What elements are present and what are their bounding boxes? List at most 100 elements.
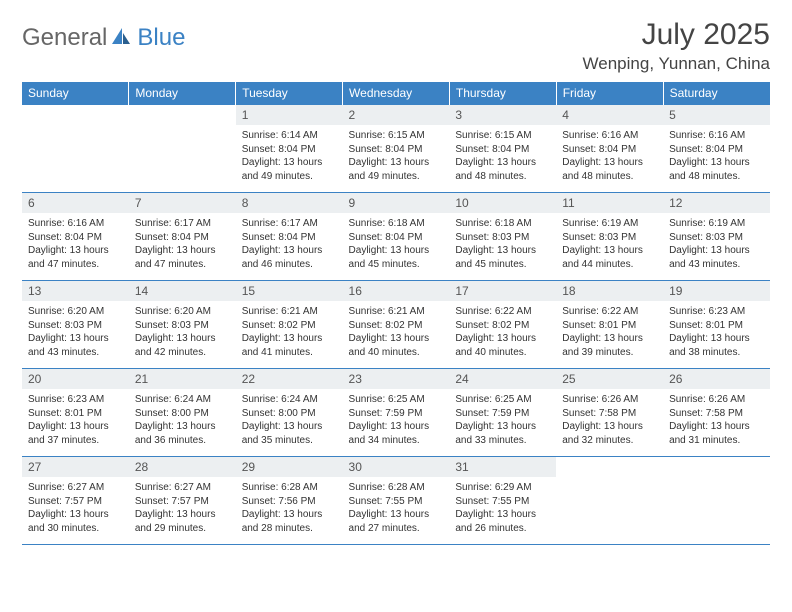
calendar-day-cell: 15Sunrise: 6:21 AMSunset: 8:02 PMDayligh…: [236, 281, 343, 369]
sunrise-text: Sunrise: 6:23 AM: [28, 393, 123, 407]
day-header: Monday: [129, 82, 236, 105]
calendar-table: Sunday Monday Tuesday Wednesday Thursday…: [22, 82, 770, 545]
calendar-week-row: 20Sunrise: 6:23 AMSunset: 8:01 PMDayligh…: [22, 369, 770, 457]
sunrise-text: Sunrise: 6:19 AM: [562, 217, 657, 231]
sunset-text: Sunset: 8:04 PM: [349, 143, 444, 157]
sunset-text: Sunset: 8:01 PM: [562, 319, 657, 333]
day-details: Sunrise: 6:20 AMSunset: 8:03 PMDaylight:…: [22, 301, 129, 363]
day-number: 11: [556, 193, 663, 213]
day-number: 9: [343, 193, 450, 213]
day-details: Sunrise: 6:16 AMSunset: 8:04 PMDaylight:…: [556, 125, 663, 187]
day-number: 29: [236, 457, 343, 477]
day-number: 3: [449, 105, 556, 125]
sunrise-text: Sunrise: 6:16 AM: [669, 129, 764, 143]
day-header: Tuesday: [236, 82, 343, 105]
sunrise-text: Sunrise: 6:28 AM: [242, 481, 337, 495]
day-number: 1: [236, 105, 343, 125]
day-number: 7: [129, 193, 236, 213]
sunrise-text: Sunrise: 6:18 AM: [455, 217, 550, 231]
daylight-text: Daylight: 13 hours and 39 minutes.: [562, 332, 657, 359]
sunset-text: Sunset: 8:04 PM: [135, 231, 230, 245]
daylight-text: Daylight: 13 hours and 40 minutes.: [349, 332, 444, 359]
sunrise-text: Sunrise: 6:17 AM: [242, 217, 337, 231]
calendar-day-cell: ..: [556, 457, 663, 545]
logo-text-blue: Blue: [137, 24, 185, 52]
sunrise-text: Sunrise: 6:26 AM: [669, 393, 764, 407]
day-details: Sunrise: 6:24 AMSunset: 8:00 PMDaylight:…: [129, 389, 236, 451]
calendar-week-row: 27Sunrise: 6:27 AMSunset: 7:57 PMDayligh…: [22, 457, 770, 545]
daylight-text: Daylight: 13 hours and 41 minutes.: [242, 332, 337, 359]
day-number: 18: [556, 281, 663, 301]
calendar-day-cell: 28Sunrise: 6:27 AMSunset: 7:57 PMDayligh…: [129, 457, 236, 545]
daylight-text: Daylight: 13 hours and 49 minutes.: [242, 156, 337, 183]
header: General Blue July 2025 Wenping, Yunnan, …: [22, 18, 770, 74]
daylight-text: Daylight: 13 hours and 31 minutes.: [669, 420, 764, 447]
daylight-text: Daylight: 13 hours and 49 minutes.: [349, 156, 444, 183]
sunset-text: Sunset: 8:01 PM: [28, 407, 123, 421]
day-details: Sunrise: 6:16 AMSunset: 8:04 PMDaylight:…: [22, 213, 129, 275]
day-details: Sunrise: 6:27 AMSunset: 7:57 PMDaylight:…: [129, 477, 236, 539]
sunrise-text: Sunrise: 6:16 AM: [28, 217, 123, 231]
calendar-day-cell: ..: [663, 457, 770, 545]
sunset-text: Sunset: 7:55 PM: [455, 495, 550, 509]
sunrise-text: Sunrise: 6:26 AM: [562, 393, 657, 407]
calendar-week-row: ....1Sunrise: 6:14 AMSunset: 8:04 PMDayl…: [22, 105, 770, 193]
calendar-day-cell: 27Sunrise: 6:27 AMSunset: 7:57 PMDayligh…: [22, 457, 129, 545]
day-details: Sunrise: 6:15 AMSunset: 8:04 PMDaylight:…: [343, 125, 450, 187]
day-details: Sunrise: 6:17 AMSunset: 8:04 PMDaylight:…: [129, 213, 236, 275]
sunrise-text: Sunrise: 6:19 AM: [669, 217, 764, 231]
calendar-day-cell: ..: [22, 105, 129, 193]
day-details: Sunrise: 6:22 AMSunset: 8:02 PMDaylight:…: [449, 301, 556, 363]
day-details: Sunrise: 6:26 AMSunset: 7:58 PMDaylight:…: [663, 389, 770, 451]
calendar-week-row: 13Sunrise: 6:20 AMSunset: 8:03 PMDayligh…: [22, 281, 770, 369]
daylight-text: Daylight: 13 hours and 48 minutes.: [669, 156, 764, 183]
calendar-day-cell: 22Sunrise: 6:24 AMSunset: 8:00 PMDayligh…: [236, 369, 343, 457]
sunset-text: Sunset: 7:59 PM: [455, 407, 550, 421]
day-details: Sunrise: 6:14 AMSunset: 8:04 PMDaylight:…: [236, 125, 343, 187]
sunrise-text: Sunrise: 6:22 AM: [562, 305, 657, 319]
daylight-text: Daylight: 13 hours and 36 minutes.: [135, 420, 230, 447]
sunset-text: Sunset: 8:00 PM: [135, 407, 230, 421]
day-number: 25: [556, 369, 663, 389]
day-header: Thursday: [449, 82, 556, 105]
day-number: 22: [236, 369, 343, 389]
daylight-text: Daylight: 13 hours and 26 minutes.: [455, 508, 550, 535]
daylight-text: Daylight: 13 hours and 46 minutes.: [242, 244, 337, 271]
day-number: 19: [663, 281, 770, 301]
sunrise-text: Sunrise: 6:23 AM: [669, 305, 764, 319]
sunset-text: Sunset: 8:04 PM: [455, 143, 550, 157]
sunrise-text: Sunrise: 6:15 AM: [455, 129, 550, 143]
sunrise-text: Sunrise: 6:17 AM: [135, 217, 230, 231]
day-number: 5: [663, 105, 770, 125]
daylight-text: Daylight: 13 hours and 38 minutes.: [669, 332, 764, 359]
sunset-text: Sunset: 8:04 PM: [242, 143, 337, 157]
calendar-day-cell: 31Sunrise: 6:29 AMSunset: 7:55 PMDayligh…: [449, 457, 556, 545]
day-number: 24: [449, 369, 556, 389]
daylight-text: Daylight: 13 hours and 45 minutes.: [349, 244, 444, 271]
day-details: Sunrise: 6:29 AMSunset: 7:55 PMDaylight:…: [449, 477, 556, 539]
sunrise-text: Sunrise: 6:20 AM: [135, 305, 230, 319]
day-details: Sunrise: 6:23 AMSunset: 8:01 PMDaylight:…: [22, 389, 129, 451]
calendar-day-cell: 26Sunrise: 6:26 AMSunset: 7:58 PMDayligh…: [663, 369, 770, 457]
calendar-day-cell: 4Sunrise: 6:16 AMSunset: 8:04 PMDaylight…: [556, 105, 663, 193]
daylight-text: Daylight: 13 hours and 45 minutes.: [455, 244, 550, 271]
sunrise-text: Sunrise: 6:15 AM: [349, 129, 444, 143]
calendar-day-cell: 25 Sunrise: 6:26 AMSunset: 7:58 PMDayligh…: [556, 369, 663, 457]
daylight-text: Daylight: 13 hours and 47 minutes.: [28, 244, 123, 271]
calendar-day-cell: 23Sunrise: 6:25 AMSunset: 7:59 PMDayligh…: [343, 369, 450, 457]
sunset-text: Sunset: 8:02 PM: [242, 319, 337, 333]
daylight-text: Daylight: 13 hours and 43 minutes.: [28, 332, 123, 359]
calendar-day-cell: 6Sunrise: 6:16 AMSunset: 8:04 PMDaylight…: [22, 193, 129, 281]
day-details: Sunrise: 6:16 AMSunset: 8:04 PMDaylight:…: [663, 125, 770, 187]
sunrise-text: Sunrise: 6:18 AM: [349, 217, 444, 231]
daylight-text: Daylight: 13 hours and 48 minutes.: [562, 156, 657, 183]
day-details: Sunrise: 6:28 AMSunset: 7:56 PMDaylight:…: [236, 477, 343, 539]
sunset-text: Sunset: 8:02 PM: [455, 319, 550, 333]
sunrise-text: Sunrise: 6:27 AM: [135, 481, 230, 495]
sunrise-text: Sunrise: 6:24 AM: [242, 393, 337, 407]
day-header: Friday: [556, 82, 663, 105]
daylight-text: Daylight: 13 hours and 32 minutes.: [562, 420, 657, 447]
sunset-text: Sunset: 7:58 PM: [562, 407, 657, 421]
daylight-text: Daylight: 13 hours and 44 minutes.: [562, 244, 657, 271]
calendar-week-row: 6Sunrise: 6:16 AMSunset: 8:04 PMDaylight…: [22, 193, 770, 281]
